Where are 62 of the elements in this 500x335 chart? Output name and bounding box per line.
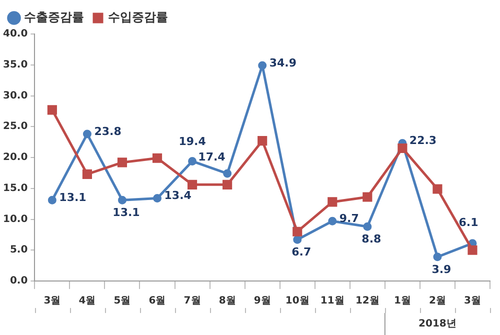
- x-tick-label: 8월: [218, 296, 236, 307]
- y-tick-label: 35.0: [2, 59, 28, 70]
- point: [293, 235, 302, 244]
- x-tick-label: 9월: [254, 296, 271, 307]
- point: [328, 216, 337, 226]
- point: [363, 222, 372, 231]
- x-tick-label: 10월: [285, 296, 310, 307]
- y-tick-label: 5.0: [10, 244, 28, 256]
- data-label: 6.7: [292, 245, 312, 258]
- y-tick-label: 20.0: [2, 152, 28, 164]
- data-label: 6.1: [458, 216, 478, 230]
- point: [188, 180, 198, 190]
- y-tick-label: 30.0: [2, 90, 28, 102]
- point: [432, 184, 442, 194]
- data-label: 34.9: [269, 56, 296, 70]
- point: [222, 180, 232, 190]
- data-label: 17.4: [198, 150, 226, 164]
- point: [47, 105, 57, 115]
- data-label: 13.4: [164, 189, 192, 202]
- data-label: 9.7: [339, 212, 359, 225]
- point: [117, 158, 128, 168]
- data-label: 8.8: [362, 232, 382, 246]
- x-tick-label: 3월: [464, 296, 481, 307]
- data-label: 13.1: [59, 190, 86, 204]
- legend-label: 수입증감률: [108, 10, 168, 24]
- data-label: 3.9: [432, 262, 452, 276]
- y-tick-label: 25.0: [2, 121, 28, 132]
- data-label: 22.3: [409, 134, 437, 148]
- x-tick-label: 2월: [428, 296, 446, 307]
- x-tick-label: 3월: [44, 296, 61, 307]
- point: [152, 153, 162, 163]
- y-tick-label: 15.0: [2, 182, 28, 194]
- point: [328, 197, 338, 207]
- y-tick-label: 10.0: [2, 214, 28, 225]
- x-tick-label: 12월: [355, 296, 380, 307]
- point: [82, 169, 92, 179]
- data-label: 23.8: [94, 124, 122, 138]
- x-tick-label: 1월: [394, 296, 411, 307]
- text: 2018년: [418, 318, 456, 330]
- point: [188, 156, 197, 166]
- point: [292, 226, 302, 236]
- point: [362, 192, 372, 202]
- point: [82, 130, 92, 138]
- x-tick-label: 7월: [184, 296, 201, 307]
- data-label: 19.4: [178, 135, 206, 148]
- x-tick-label: 11월: [320, 296, 344, 307]
- point: [223, 169, 232, 178]
- point: [258, 136, 268, 146]
- x-tick-label: 5월: [114, 296, 131, 307]
- y-tick-label: 40.0: [2, 28, 28, 40]
- x-tick-label: 6월: [148, 296, 166, 307]
- y-tick-label: 0.0: [10, 276, 28, 287]
- point: [398, 143, 408, 154]
- x-tick-label: 4월: [78, 296, 96, 307]
- point: [48, 196, 56, 204]
- point: [118, 196, 126, 204]
- point: [433, 252, 442, 262]
- point: [258, 61, 267, 70]
- point: [468, 245, 478, 255]
- legend-label: 수출증감률: [24, 10, 84, 24]
- point: [153, 194, 162, 203]
- data-label: 13.1: [112, 206, 140, 219]
